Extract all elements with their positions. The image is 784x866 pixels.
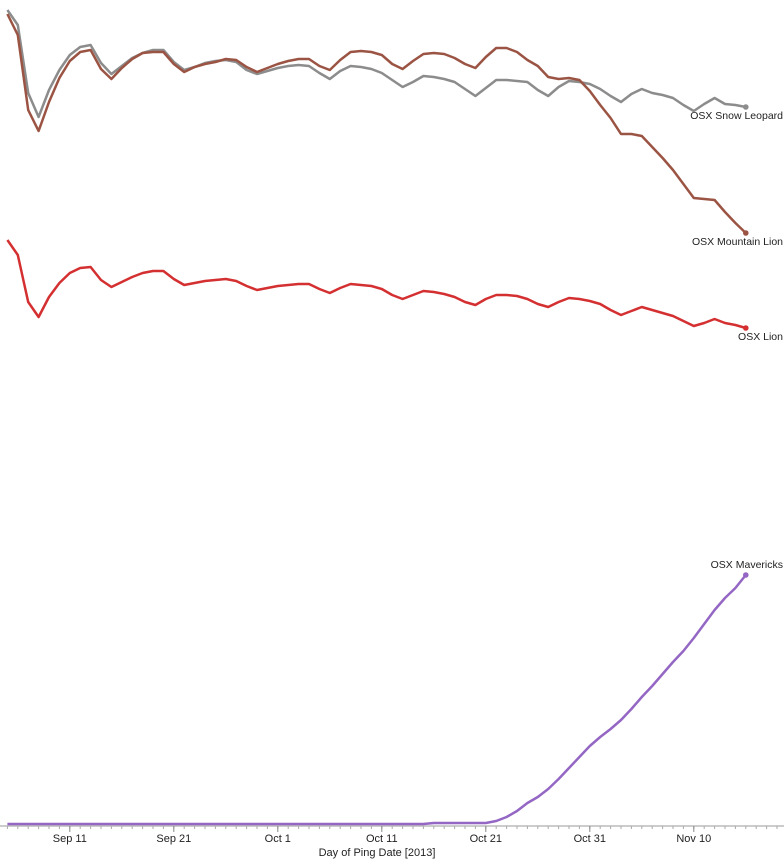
- series-label: OSX Snow Leopard: [690, 110, 783, 122]
- end-point: [743, 325, 749, 331]
- series-line: [6, 9, 747, 119]
- x-tick-label: Nov 10: [676, 833, 711, 845]
- x-tick-label: Oct 1: [265, 833, 291, 845]
- series-label: OSX Mountain Lion: [692, 236, 783, 248]
- series-line: [6, 239, 747, 330]
- series-label: OSX Lion: [738, 331, 783, 343]
- x-tick-label: Oct 31: [574, 833, 606, 845]
- x-tick-label: Oct 21: [470, 833, 502, 845]
- series-line: [7, 574, 747, 826]
- end-point: [743, 572, 749, 578]
- x-tick-label: Sep 21: [156, 833, 191, 845]
- x-tick-label: Oct 11: [366, 833, 398, 845]
- series-label: OSX Mavericks: [711, 559, 783, 571]
- x-axis-label: Day of Ping Date [2013]: [319, 847, 436, 859]
- end-point: [743, 104, 749, 110]
- end-point: [743, 230, 749, 236]
- series-line: [6, 13, 747, 234]
- x-tick-label: Sep 11: [53, 833, 87, 845]
